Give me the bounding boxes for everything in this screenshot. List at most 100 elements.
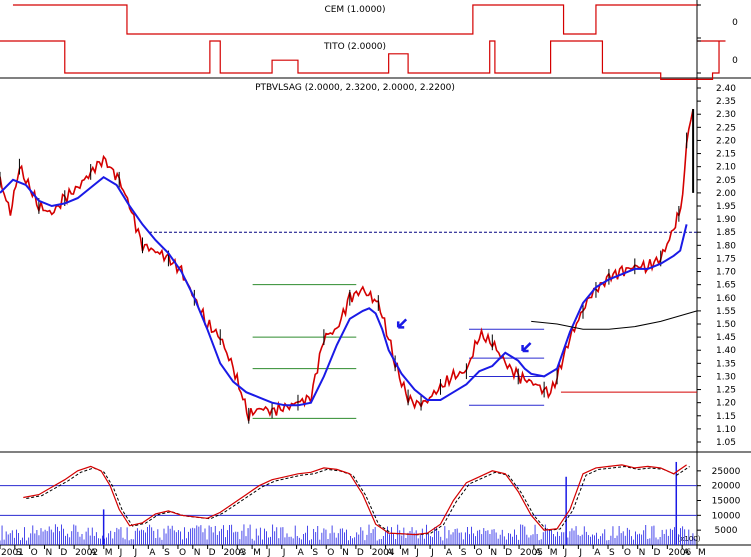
oscillator-line [23,464,687,536]
x-tick-label: J [430,548,434,557]
y-tick-label: 1.95 [716,202,736,212]
y-tick-label: 1.85 [716,228,736,238]
x-tick-label: D [209,548,216,557]
indicator-panel: CEM (1.0000) TITO (2.0000) 0 0 [0,4,738,80]
y-tick-label: 2.20 [716,136,736,146]
y-tick-label: 2.05 [716,176,736,186]
y-tick-label: 2.30 [716,110,736,120]
x-tick-label: S [16,548,22,557]
x-tick-label: O [31,548,38,557]
x-tick-label: N [45,548,52,557]
price-panel: PTBVLSAG (2.0000, 2.3200, 2.0000, 2.2200… [0,83,736,448]
x-tick-label: J [119,548,123,557]
x-tick-label: A [90,548,97,557]
x-tick-label: J [578,548,582,557]
x-tick-label: J [133,548,137,557]
y-tick-label: 1.90 [716,215,736,225]
x-tick-label: J [267,548,271,557]
y-tick-label: 1.75 [716,254,736,264]
y-tick-label: 1.15 [716,412,736,422]
x-tick-label: O [327,548,334,557]
signal-arrow [396,318,408,329]
x-tick-label: M [401,548,409,557]
long-average-line [531,310,698,330]
y-tick-label: 0 [732,18,738,28]
x-tick-label: O [624,548,631,557]
signal-arrow [521,342,532,353]
y-tick-label: 15000 [712,497,741,507]
x-tick-label: S [164,548,170,557]
x-tick-label: N [342,548,349,557]
y-tick-label: 1.20 [716,399,736,409]
y-tick-label: 5000 [715,526,738,536]
x-tick-label: A [387,548,394,557]
y-tick-label: 1.25 [716,386,736,396]
y-tick-label: 1.45 [716,333,736,343]
y-tick-label: 2.15 [716,150,736,160]
price-line [0,108,694,422]
y-tick-label: 2.00 [716,189,736,199]
y-tick-label: 1.80 [716,241,736,251]
x-tick-label: 2003 [223,548,246,557]
y-tick-label: 2.35 [716,97,736,107]
y-tick-label: 1.30 [716,372,736,382]
y-tick-label: 1.55 [716,307,736,317]
x-tick-label: A [594,548,601,557]
x-tick-label: A [298,548,305,557]
x-tick-label: M [253,548,261,557]
y-tick-label: 2.40 [716,84,736,94]
x-tick-label: S [312,548,318,557]
x-tick-label: A [238,548,245,557]
x-tick-label: M [105,548,113,557]
x-tick-label: A [149,548,156,557]
y-tick-label: 10000 [712,511,741,521]
x-tick-label: M [698,548,706,557]
indicator-label: TITO (2.0000) [323,42,386,52]
y-tick-label: 2.10 [716,163,736,173]
x-tick-label: 2001 [1,548,24,557]
x-tick-label: S [609,548,615,557]
y-tick-label: 1.65 [716,281,736,291]
y-tick-label: 1.50 [716,320,736,330]
x-tick-label: 2006 [668,548,691,557]
y-tick-label: 2.25 [716,123,736,133]
x-tick-label: 2005 [520,548,543,557]
indicator-line [0,40,726,80]
x-tick-label: O [179,548,186,557]
x-tick-label: N [639,548,646,557]
x-tick-label: A [683,548,690,557]
x-tick-label: J [415,548,419,557]
x-tick-label: D [505,548,512,557]
y-tick-label: 20000 [712,482,741,492]
x-tick-label: 2002 [75,548,98,557]
y-tick-label: 0 [732,56,738,66]
x-tick-label: S [461,548,467,557]
y-tick-label: 1.05 [716,438,736,448]
y-tick-label: 1.40 [716,346,736,356]
x-tick-label: A [446,548,453,557]
x-tick-label: N [194,548,201,557]
indicator-label: CEM (1.0000) [324,5,385,15]
x-tick-label: J [282,548,286,557]
y-tick-label: 1.60 [716,294,736,304]
x-tick-label: M [550,548,558,557]
indicator-line [12,4,700,35]
x-tick-label: J [564,548,568,557]
y-tick-label: 25000 [712,467,741,477]
oscillator-signal-line [26,465,690,536]
x-tick-label: D [60,548,67,557]
y-tick-label: 1.10 [716,425,736,435]
x-tick-label: D [357,548,364,557]
chart-title: PTBVLSAG (2.0000, 2.3200, 2.0000, 2.2200… [255,83,455,93]
y-tick-label: 1.35 [716,359,736,369]
x-tick-label: N [490,548,497,557]
x-tick-label: A [535,548,542,557]
y-tick-label: 1.70 [716,268,736,278]
moving-average-line [0,175,688,407]
x-tick-label: 2004 [372,548,395,557]
x-tick-label: D [654,548,661,557]
